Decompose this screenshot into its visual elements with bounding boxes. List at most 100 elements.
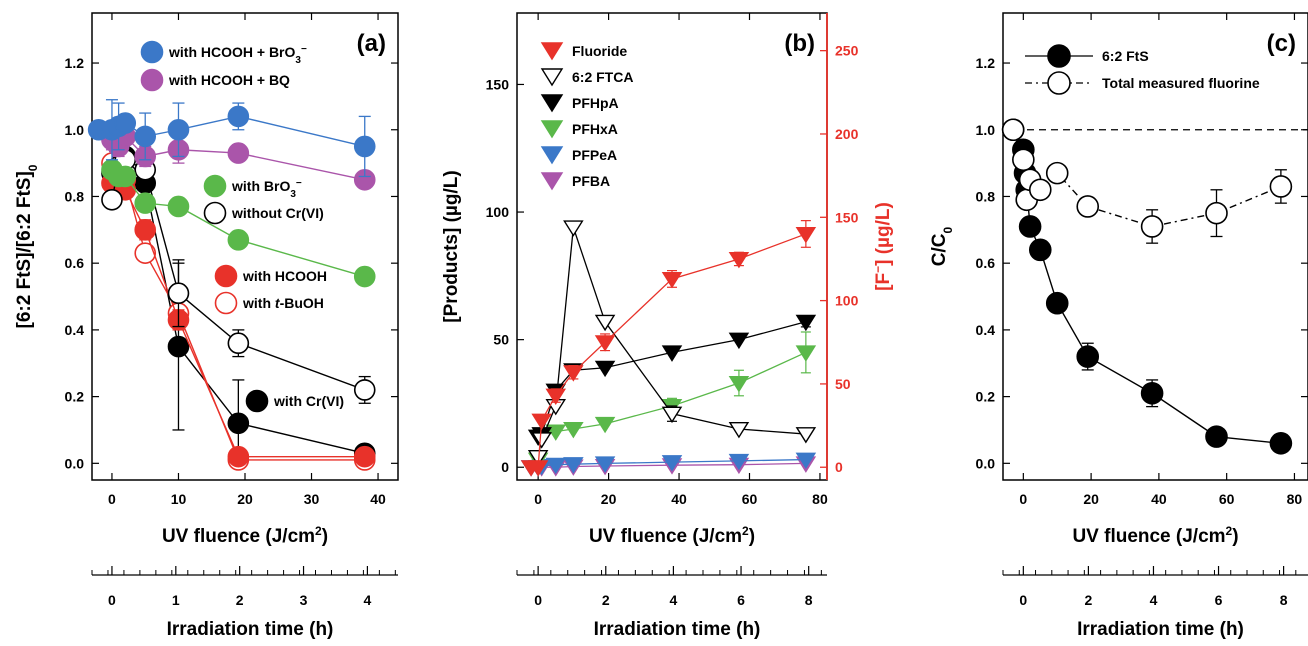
secondary-x-tick-label: 8: [805, 592, 813, 608]
data-point: [1012, 148, 1035, 172]
data-point: [134, 192, 157, 214]
y-tick-label: 0.8: [65, 188, 85, 204]
data-point: [661, 455, 683, 472]
data-point: [227, 445, 250, 468]
data-point: [1205, 201, 1228, 225]
data-point: [563, 457, 584, 474]
data-point: [101, 189, 123, 211]
legend-label: with HCOOH: [242, 268, 327, 284]
x-tick-label: 80: [1287, 491, 1303, 507]
x-tick-label: 60: [1219, 491, 1235, 507]
y2-tick-label: 200: [835, 126, 859, 142]
legend-label: Total measured fluorine: [1102, 75, 1260, 91]
legend-marker: [540, 42, 564, 61]
secondary-x-tick-label: 0: [1019, 592, 1027, 608]
data-point: [114, 165, 137, 188]
legend-label: PFHxA: [572, 121, 618, 137]
legend-marker: [540, 94, 564, 113]
x-axis-label: UV fluence (J/cm2): [589, 524, 755, 547]
data-point: [545, 388, 567, 406]
data-point: [728, 453, 750, 471]
data-point: [545, 457, 567, 475]
secondary-x-axis-label: Irradiation time (h): [167, 619, 334, 640]
secondary-x-tick-label: 1: [172, 592, 180, 608]
y-tick-label: 0.4: [976, 322, 996, 338]
legend-label: with HCOOH + BQ: [168, 72, 290, 88]
data-point: [1269, 432, 1293, 455]
y-tick-label: 0.2: [976, 389, 996, 405]
data-point: [227, 105, 250, 128]
data-point: [1045, 161, 1069, 185]
legend-label: with Cr(VI): [273, 393, 344, 409]
x-axis-label: UV fluence (J/cm2): [1072, 524, 1238, 547]
x-tick-label: 0: [534, 491, 542, 507]
secondary-x-tick-label: 8: [1280, 592, 1288, 608]
data-point: [1028, 238, 1052, 262]
data-point: [531, 413, 552, 430]
data-point: [728, 376, 750, 393]
data-point: [661, 406, 683, 424]
y2-axis-label: [F−] (µg/L): [871, 202, 894, 291]
data-point: [795, 314, 817, 332]
x-tick-label: 60: [742, 491, 758, 507]
secondary-x-tick-label: 2: [602, 592, 610, 608]
data-point: [1028, 178, 1052, 202]
y-tick-label: 100: [486, 204, 510, 220]
secondary-x-tick-label: 6: [737, 592, 745, 608]
y-tick-label: 0.8: [976, 188, 996, 204]
legend-marker: [540, 120, 564, 139]
data-point: [227, 332, 250, 355]
series-line: [537, 321, 807, 438]
y-tick-label: 0.4: [65, 322, 85, 338]
data-point: [594, 416, 616, 434]
data-point: [167, 195, 190, 218]
data-point: [227, 412, 250, 435]
data-point: [563, 220, 584, 237]
legend-label: PFHpA: [572, 95, 619, 111]
x-tick-label: 20: [237, 491, 253, 507]
legend-label: PFBA: [572, 173, 610, 189]
legend-label: with BrO3−: [231, 178, 302, 200]
secondary-x-tick-label: 0: [534, 592, 542, 608]
y-axis-label: [Products] (µg/L): [441, 170, 462, 322]
data-point: [1140, 215, 1164, 238]
x-tick-label: 40: [1151, 491, 1167, 507]
data-point: [1076, 345, 1100, 368]
y-tick-label: 0.6: [976, 255, 996, 271]
x-tick-label: 80: [812, 491, 828, 507]
y-tick-label: 1.0: [65, 122, 85, 138]
legend-marker: [1047, 44, 1071, 68]
secondary-x-tick-label: 2: [1085, 592, 1093, 608]
legend-marker: [140, 68, 164, 92]
data-point: [1076, 195, 1100, 218]
x-tick-label: 20: [1083, 491, 1099, 507]
legend-label: 6:2 FTCA: [572, 69, 633, 85]
y-axis-label: [6:2 FtS]/[6:2 FtS]0: [14, 164, 40, 328]
legend-marker: [245, 389, 269, 413]
y-tick-label: 0.0: [65, 455, 85, 471]
data-point: [661, 345, 683, 362]
data-point: [563, 365, 584, 382]
legend-marker: [203, 174, 227, 198]
y-tick-label: 150: [486, 76, 510, 92]
data-point: [134, 219, 157, 241]
legend-marker: [214, 264, 238, 288]
y-tick-label: 0: [501, 459, 509, 475]
data-point: [728, 251, 750, 269]
secondary-x-tick-label: 4: [364, 592, 372, 608]
x-tick-label: 40: [671, 491, 687, 507]
data-point: [353, 265, 376, 288]
data-point: [353, 379, 376, 401]
legend-label: without Cr(VI): [231, 205, 324, 221]
data-point: [795, 345, 817, 362]
panel-label: (b): [784, 30, 815, 57]
data-point: [594, 360, 616, 378]
legend-marker: [540, 146, 564, 165]
secondary-x-tick-label: 0: [108, 592, 116, 608]
data-point: [167, 118, 190, 141]
data-point: [353, 445, 376, 468]
secondary-x-axis-label: Irradiation time (h): [1077, 619, 1244, 640]
legend-marker: [203, 201, 227, 225]
panel-label: (a): [357, 30, 386, 57]
